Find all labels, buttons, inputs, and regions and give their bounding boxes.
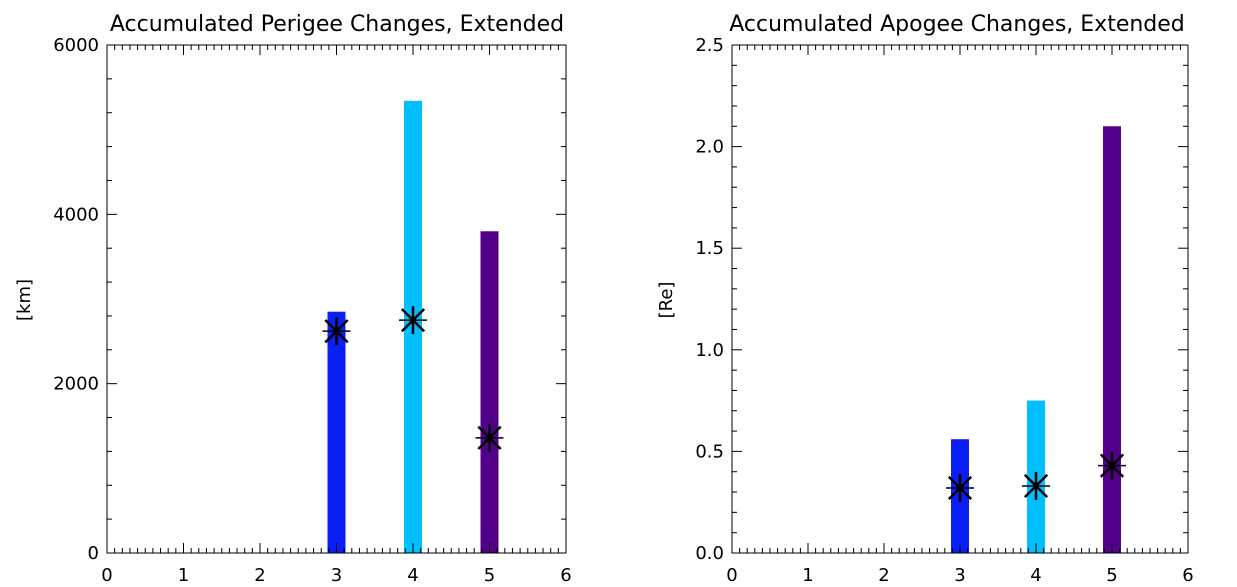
asterisk-marker — [1098, 451, 1126, 480]
y-tick-label: 2.0 — [695, 137, 724, 158]
y-axis-label: [Re] — [656, 282, 677, 319]
perigee-chart: Accumulated Perigee Changes, Extended [k… — [14, 12, 572, 586]
y-tick-label: 6000 — [53, 35, 99, 56]
apogee-chart: Accumulated Apogee Changes, Extended [Re… — [656, 12, 1194, 586]
bar — [327, 311, 346, 553]
asterisk-marker — [475, 423, 504, 452]
x-tick-label: 3 — [331, 565, 342, 586]
x-tick-label: 4 — [407, 565, 418, 586]
y-tick-label: 4000 — [53, 204, 99, 225]
y-tick-label: 0.0 — [695, 543, 724, 564]
y-tick-label: 2000 — [53, 374, 99, 395]
asterisk-marker — [946, 473, 974, 502]
x-tick-label: 6 — [1182, 565, 1193, 586]
bar — [480, 231, 499, 553]
y-tick-label: 1.0 — [695, 340, 724, 361]
y-tick-label: 0.5 — [695, 441, 724, 462]
x-tick-label: 5 — [484, 565, 495, 586]
y-tick-label: 2.5 — [695, 35, 724, 56]
y-tick-label: 0 — [88, 543, 99, 564]
y-axis-label: [km] — [14, 279, 35, 321]
chart-title: Accumulated Apogee Changes, Extended — [729, 12, 1185, 37]
x-tick-label: 2 — [878, 565, 889, 586]
x-tick-label: 3 — [954, 565, 965, 586]
x-tick-label: 0 — [101, 565, 112, 586]
x-tick-label: 4 — [1030, 565, 1041, 586]
asterisk-marker — [322, 317, 351, 346]
asterisk-marker — [399, 306, 427, 335]
x-tick-label: 2 — [254, 565, 265, 586]
x-tick-label: 5 — [1106, 565, 1117, 586]
chart-title: Accumulated Perigee Changes, Extended — [110, 12, 564, 37]
x-tick-label: 1 — [178, 565, 189, 586]
x-tick-label: 6 — [560, 565, 571, 586]
x-tick-label: 1 — [802, 565, 813, 586]
x-tick-label: 0 — [726, 565, 737, 586]
y-tick-label: 1.5 — [695, 238, 724, 259]
asterisk-marker — [1022, 471, 1050, 500]
bar — [1103, 126, 1121, 553]
